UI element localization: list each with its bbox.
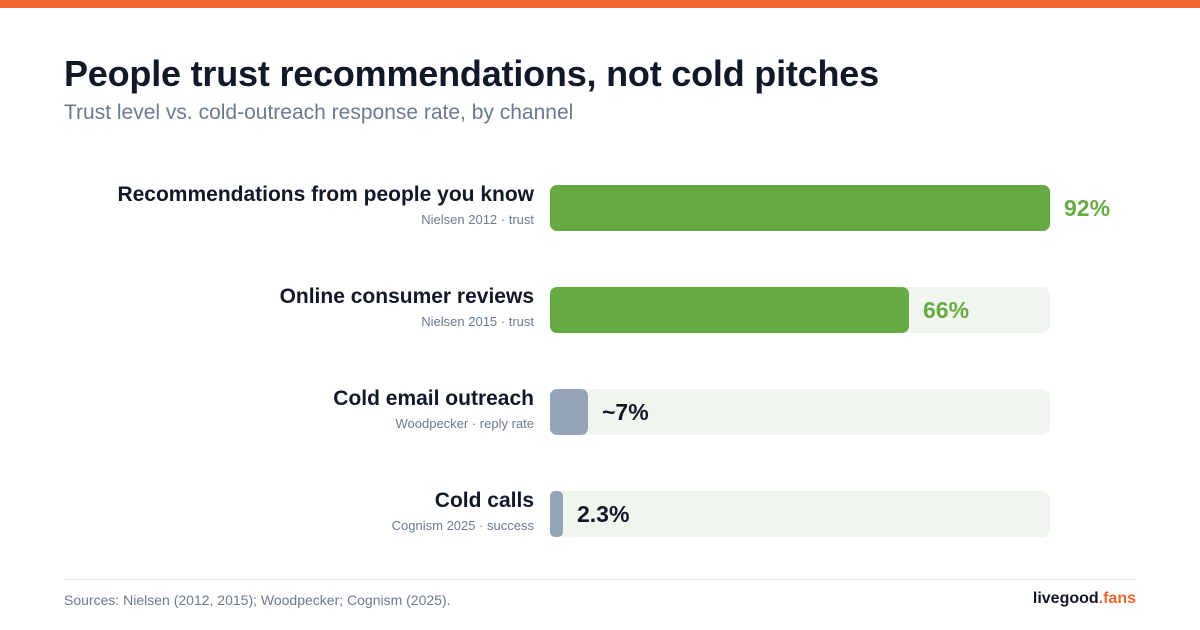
bar-row: Recommendations from people you know Niel…: [0, 183, 1200, 233]
value-label: 92%: [1064, 195, 1111, 221]
bar-row: Cold email outreach Woodpecker · reply ra…: [0, 387, 1200, 437]
category-label: Cold email outreach: [333, 387, 534, 410]
bar: [550, 491, 563, 537]
brand-suffix: .fans: [1098, 590, 1136, 607]
bar: [550, 287, 909, 333]
bar: [550, 389, 588, 435]
chart-title: People trust recommendations, not cold p…: [64, 53, 879, 94]
sources-note: Sources: Nielsen (2012, 2015); Woodpecke…: [64, 592, 451, 608]
bar-track: [550, 389, 1050, 435]
category-label: Cold calls: [434, 489, 534, 512]
category-label: Online consumer reviews: [279, 285, 534, 308]
brand-logo: livegood.fans: [1033, 590, 1136, 608]
value-label: ~7%: [602, 399, 649, 425]
brand-name: livegood: [1032, 590, 1099, 607]
value-label: 2.3%: [577, 501, 630, 527]
value-label: 66%: [923, 297, 970, 323]
top-accent-bar: [0, 0, 1200, 8]
bar-track: [550, 491, 1050, 537]
bar: [550, 185, 1050, 231]
category-source: Nielsen 2012 · trust: [421, 212, 534, 227]
chart-subtitle: Trust level vs. cold-outreach response r…: [64, 101, 574, 124]
category-label: Recommendations from people you know: [117, 183, 534, 206]
footer-divider: [64, 579, 1136, 580]
bar-row: Online consumer reviews Nielsen 2015 · tr…: [0, 285, 1200, 335]
bar-row: Cold calls Cognism 2025 · success 2.3%: [0, 489, 1200, 539]
category-source: Woodpecker · reply rate: [395, 416, 535, 431]
category-source: Nielsen 2015 · trust: [421, 314, 534, 329]
category-source: Cognism 2025 · success: [391, 518, 534, 533]
